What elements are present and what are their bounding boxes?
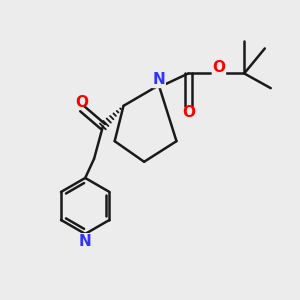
Text: O: O [212,60,225,75]
Text: N: N [79,234,92,249]
Text: O: O [75,95,88,110]
Text: N: N [152,72,165,87]
Text: O: O [182,105,195,120]
